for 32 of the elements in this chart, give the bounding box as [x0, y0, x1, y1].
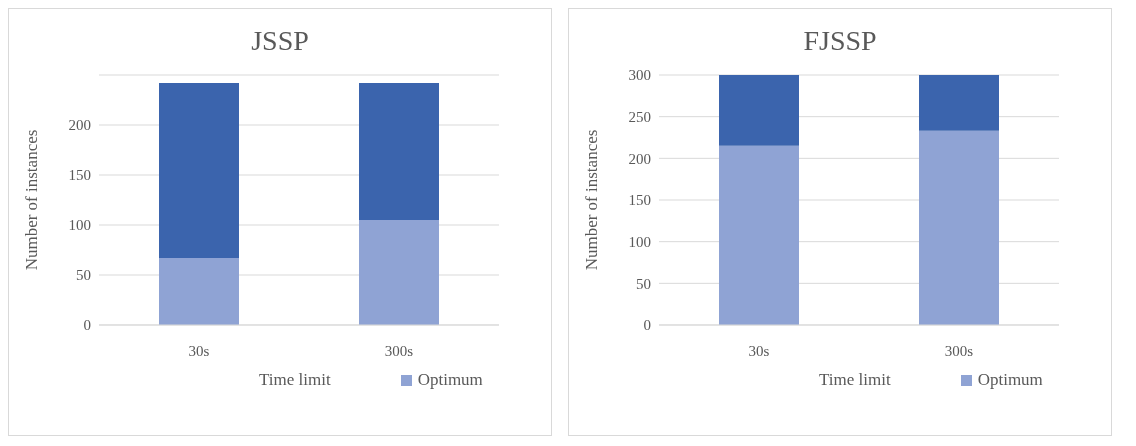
y-tick-label: 50	[636, 275, 651, 292]
y-tick-label: 100	[628, 233, 651, 250]
y-tick-label: 0	[643, 317, 651, 334]
y-tick-label: 200	[628, 150, 651, 167]
y-tick-label: 200	[68, 117, 91, 134]
y-tick-label: 300	[628, 67, 651, 84]
bar	[159, 83, 239, 258]
bar	[719, 145, 799, 325]
x-axis-title: Time limit	[819, 370, 891, 390]
y-tick-label: 150	[628, 192, 651, 209]
y-tick-label: 50	[76, 267, 91, 284]
bar	[719, 75, 799, 146]
y-tick-label: 150	[68, 167, 91, 184]
x-tick-label: 300s	[384, 342, 414, 359]
chart-title: FJSSP	[802, 25, 878, 58]
chart-title: JSSP	[250, 25, 310, 58]
y-tick-label: 0	[83, 317, 91, 334]
bar	[919, 130, 999, 325]
bar	[359, 220, 439, 325]
bar	[359, 83, 439, 220]
x-tick-label: 30s	[188, 342, 210, 359]
x-axis-title: Time limit	[259, 370, 331, 390]
legend-label: Optimum	[976, 370, 1043, 390]
bar	[919, 75, 999, 131]
y-axis-title: Number of instances	[22, 129, 42, 271]
x-tick-label: 30s	[748, 342, 770, 359]
bar	[159, 258, 239, 325]
legend-label: Optimum	[416, 370, 483, 390]
x-tick-label: 300s	[944, 342, 974, 359]
y-tick-label: 100	[68, 217, 91, 234]
y-tick-label: 250	[628, 108, 651, 125]
y-axis-title: Number of instances	[582, 129, 602, 271]
